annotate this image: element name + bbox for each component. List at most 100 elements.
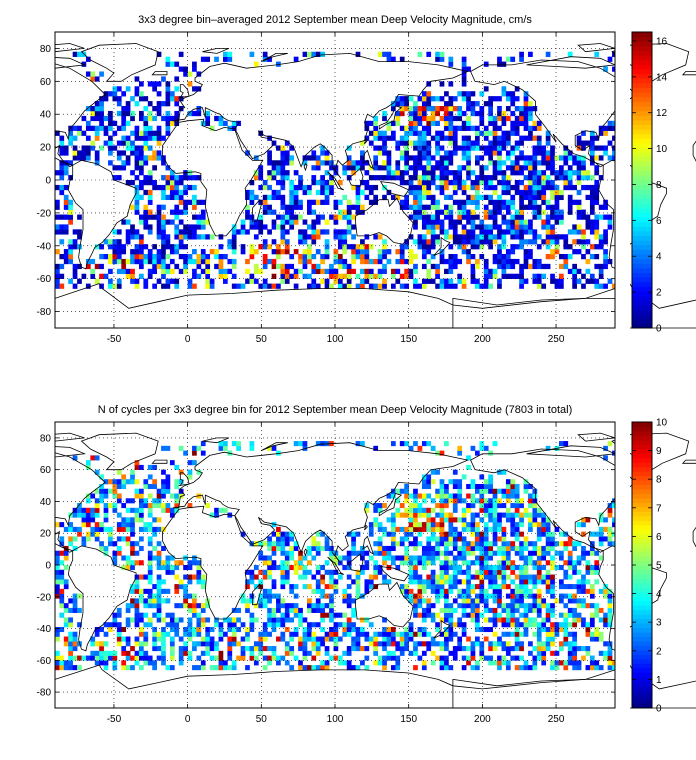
panel2-heatmap-cell (444, 498, 449, 504)
panel1-heatmap-cell (435, 110, 440, 117)
panel1-heatmap-cell (576, 229, 582, 235)
panel1-heatmap-cell (492, 96, 498, 102)
panel2-heatmap-cell (187, 603, 193, 609)
panel2-heatmap-cell (134, 622, 140, 628)
panel1-heatmap-cell (134, 234, 140, 240)
panel2-heatmap-cell (421, 560, 427, 566)
panel2-heatmap-cell (72, 603, 78, 609)
panel1-heatmap-cell (139, 115, 144, 122)
panel1-heatmap-cell (510, 244, 516, 250)
panel2-heatmap-cell (598, 617, 604, 623)
panel2-heatmap-cell (152, 517, 157, 523)
panel1-heatmap-cell (559, 165, 564, 171)
panel1-heatmap-cell (444, 209, 449, 215)
panel2-heatmap-cell (346, 626, 352, 633)
panel2-heatmap-cell (510, 617, 516, 623)
panel2-heatmap-cell (94, 531, 100, 537)
panel2-heatmap-cell (103, 517, 109, 523)
panel2-heatmap-cell (413, 503, 418, 509)
panel2-heatmap-cell (585, 588, 591, 594)
panel1-heatmap-cell (205, 283, 211, 289)
panel1-heatmap-cell (360, 180, 365, 186)
panel2-heatmap-cell (541, 598, 547, 604)
panel1-heatmap-cell (90, 125, 96, 131)
panel1-heatmap-cell (589, 175, 595, 181)
panel1-heatmap-cell (395, 278, 401, 284)
panel1-heatmap-cell (134, 101, 140, 107)
panel2-heatmap-cell (536, 569, 542, 575)
panel2-heatmap-cell (267, 612, 272, 618)
panel1-heatmap-cell (479, 115, 485, 122)
panel2-heatmap-cell (329, 631, 334, 637)
panel1-heatmap-cell (165, 263, 171, 270)
panel2-heatmap-cell (302, 626, 308, 633)
panel2-heatmap-cell (227, 650, 233, 656)
panel2-heatmap-cell (479, 593, 485, 599)
panel1-heatmap-cell (505, 229, 511, 235)
panel1-heatmap-cell (90, 110, 96, 117)
panel2-heatmap-cell (435, 598, 440, 604)
panel1-heatmap-cell (134, 125, 140, 131)
panel1-heatmap-cell (311, 229, 317, 235)
panel1-heatmap-cell (483, 194, 489, 201)
panel2-heatmap-cell (505, 593, 511, 599)
panel2-heatmap-cell (218, 665, 224, 671)
panel1-heatmap-cell (466, 115, 471, 122)
panel2-coastline (681, 459, 696, 464)
panel1-heatmap-cell (594, 254, 600, 260)
panel2-heatmap-cell (63, 617, 69, 623)
panel1-heatmap-cell (519, 110, 524, 117)
panel1-heatmap-cell (492, 165, 498, 171)
panel1-heatmap-cell (589, 254, 595, 260)
panel2-heatmap-cell (302, 584, 308, 590)
panel1-heatmap-cell (214, 115, 219, 122)
panel2-heatmap-cell (333, 555, 339, 561)
panel2-heatmap-cell (514, 512, 520, 518)
panel1-heatmap-cell (165, 130, 171, 136)
panel1-heatmap-cell (253, 268, 259, 275)
panel1-heatmap-cell (377, 249, 383, 255)
panel1-heatmap-cell (497, 125, 502, 131)
panel2-heatmap-cell (125, 560, 131, 566)
panel2-heatmap-cell (448, 526, 454, 532)
panel2-heatmap-cell (161, 493, 166, 499)
panel1-heatmap-cell (245, 214, 250, 220)
panel1-heatmap-cell (196, 224, 202, 230)
panel1-heatmap-cell (594, 263, 600, 270)
panel2-heatmap-cell (218, 507, 224, 513)
panel1-heatmap-cell (258, 219, 264, 225)
panel1-heatmap-cell (461, 283, 467, 289)
panel2-heatmap-cell (391, 526, 396, 532)
panel2-heatmap-cell (311, 588, 317, 594)
panel1-heatmap-cell (302, 184, 308, 191)
panel1-heatmap-cell (284, 170, 290, 176)
panel1-heatmap-cell (121, 263, 127, 270)
panel2-heatmap-cell (346, 550, 352, 556)
panel1-heatmap-cell (505, 209, 511, 215)
panel2-heatmap-cell (497, 612, 502, 618)
panel2-heatmap-cell (439, 488, 445, 494)
panel1-heatmap-cell (501, 244, 507, 250)
panel1-heatmap-cell (612, 120, 617, 127)
panel1-heatmap-cell (501, 263, 507, 270)
panel2-heatmap-cell (284, 569, 290, 575)
panel2-heatmap-cell (475, 574, 480, 580)
panel1-y-tick-label: -80 (37, 307, 52, 318)
panel1-heatmap-cell (161, 229, 166, 235)
panel2-heatmap-cell (501, 569, 507, 575)
panel2-heatmap-cell (430, 507, 436, 513)
panel1-heatmap-cell (594, 214, 600, 220)
panel1-heatmap-cell (576, 209, 582, 215)
panel2-heatmap-cell (435, 450, 440, 456)
panel2-heatmap-cell (589, 603, 595, 609)
panel2-heatmap-cell (550, 588, 555, 594)
panel2-heatmap-cell (116, 483, 122, 490)
panel2-heatmap-cell (143, 574, 149, 580)
panel2-heatmap-cell (152, 612, 157, 618)
panel2-heatmap-cell (200, 622, 206, 628)
panel1-heatmap-cell (470, 263, 476, 270)
panel1-heatmap-cell (528, 239, 533, 245)
panel1-heatmap-cell (258, 130, 264, 136)
panel2-heatmap-cell (470, 665, 476, 671)
panel1-heatmap-cell (488, 283, 493, 289)
